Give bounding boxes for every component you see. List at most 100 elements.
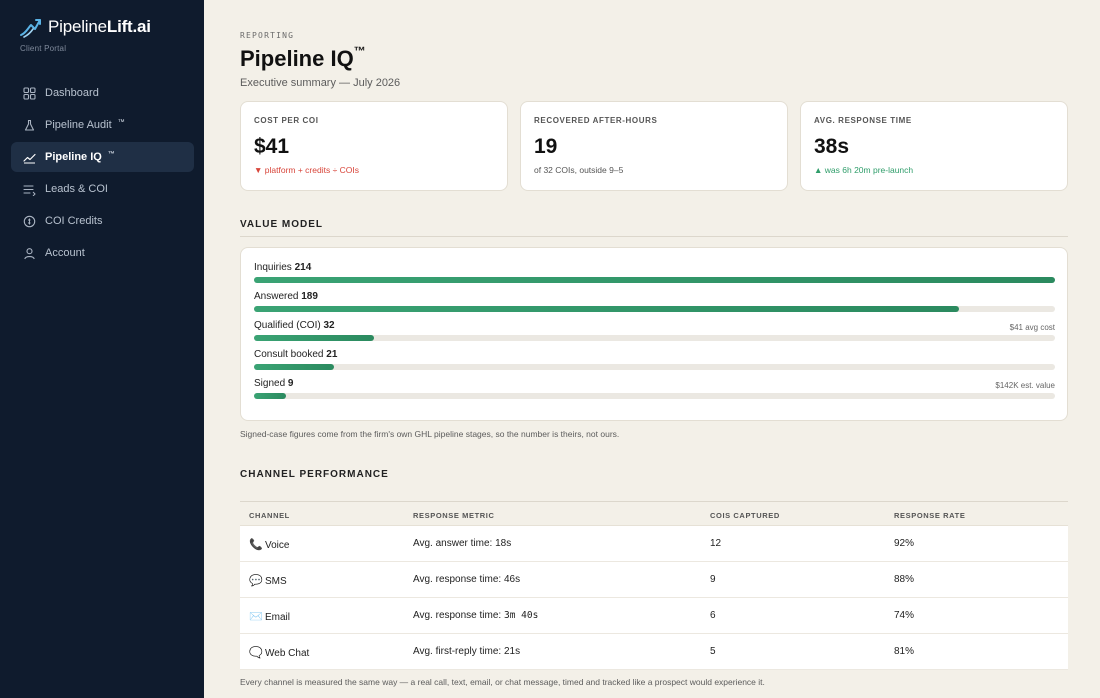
stage-bar-track <box>254 364 1055 370</box>
envelope-icon: ✉️ <box>249 611 263 623</box>
stage-label: Answered 189 <box>254 291 318 302</box>
metric-cell: Avg. response time: 46s <box>413 574 521 585</box>
stage-label: Inquiries 214 <box>254 262 312 273</box>
brand-name: PipelineLift.ai <box>48 17 151 36</box>
rate-cell: 88% <box>894 574 915 585</box>
kpi-value: 19 <box>534 135 558 158</box>
kpi-card-cost-per-coi: COST PER COI $41 ▼ platform + credits ÷ … <box>240 101 508 191</box>
column-header-channel: CHANNEL <box>249 511 290 520</box>
kpi-note: of 32 COIs, outside 9–5 <box>534 165 624 175</box>
funnel-stage-consult-booked: Consult booked 21 <box>254 349 1055 378</box>
table-row[interactable]: 💬 SMS Avg. response time: 46s 9 88% <box>240 562 1068 598</box>
stage-bar-track <box>254 393 1055 399</box>
kpi-row: COST PER COI $41 ▼ platform + credits ÷ … <box>240 101 1068 191</box>
stage-annotation: $41 avg cost <box>1009 323 1055 332</box>
flask-icon <box>22 118 36 132</box>
sidebar-item-label: Leads & COI <box>45 183 108 195</box>
sidebar-item-coi-credits[interactable]: COI Credits <box>11 206 194 236</box>
sidebar-item-dashboard[interactable]: Dashboard <box>11 78 194 108</box>
channel-cell: 💬 SMS <box>249 575 287 587</box>
stage-annotation: $142K est. value <box>995 381 1055 390</box>
captured-cell: 6 <box>710 610 716 621</box>
stage-label: Signed 9 <box>254 378 294 389</box>
channel-cell: ✉️ Email <box>249 611 291 623</box>
metric-cell: Avg. answer time: 18s <box>413 538 512 549</box>
sidebar-item-leads-coi[interactable]: Leads & COI <box>11 174 194 204</box>
stage-bar-fill <box>254 277 1055 283</box>
logo-icon <box>20 19 41 38</box>
kpi-card-avg-response-time: AVG. RESPONSE TIME 38s ▲ was 6h 20m pre-… <box>800 101 1068 191</box>
trend-icon <box>22 150 36 164</box>
page-subtitle: Executive summary — July 2026 <box>240 77 401 89</box>
channel-performance-heading: CHANNEL PERFORMANCE <box>240 469 389 480</box>
stage-label: Consult booked 21 <box>254 349 338 360</box>
stage-label: Qualified (COI) 32 <box>254 320 335 331</box>
stage-bar-fill <box>254 364 335 370</box>
funnel-stage-signed: Signed 9 $142K est. value <box>254 378 1055 407</box>
sidebar-item-pipeline-iq[interactable]: Pipeline IQ ™ <box>11 142 194 172</box>
rate-cell: 92% <box>894 538 915 549</box>
sidebar: PipelineLift.ai Client Portal Dashboard … <box>0 0 204 698</box>
column-header-response-rate: RESPONSE RATE <box>894 511 966 520</box>
sidebar-nav: Dashboard Pipeline Audit ™ Pipeline IQ ™… <box>11 78 194 270</box>
value-model-footnote: Signed-case figures come from the firm's… <box>240 429 620 439</box>
coin-icon <box>22 214 36 228</box>
channel-table: CHANNEL RESPONSE METRIC COIS CAPTURED RE… <box>240 501 1068 670</box>
chat-bubble-icon: 💬 <box>249 575 263 587</box>
kpi-note: ▼ platform + credits ÷ COIs <box>254 165 359 175</box>
kpi-label: AVG. RESPONSE TIME <box>814 116 912 125</box>
table-header: CHANNEL RESPONSE METRIC COIS CAPTURED RE… <box>240 501 1068 526</box>
stage-bar-fill <box>254 306 959 312</box>
grid-icon <box>22 86 36 100</box>
stage-bar-track <box>254 335 1055 341</box>
table-row[interactable]: 📞 Voice Avg. answer time: 18s 12 92% <box>240 526 1068 562</box>
divider <box>240 236 1068 237</box>
speech-bubble-icon: 🗨️ <box>249 647 263 659</box>
kpi-value: $41 <box>254 135 290 158</box>
kpi-card-recovered-after-hours: RECOVERED AFTER-HOURS 19 of 32 COIs, out… <box>520 101 788 191</box>
user-icon <box>22 246 36 260</box>
captured-cell: 9 <box>710 574 716 585</box>
brand-subtitle: Client Portal <box>20 44 67 53</box>
channel-cell: 🗨️ Web Chat <box>249 647 310 659</box>
table-row[interactable]: ✉️ Email Avg. response time: 3m 40s 6 74% <box>240 598 1068 634</box>
stage-bar-fill <box>254 393 287 399</box>
kpi-label: RECOVERED AFTER-HOURS <box>534 116 658 125</box>
column-header-response-metric: RESPONSE METRIC <box>413 511 495 520</box>
stage-bar-track <box>254 277 1055 283</box>
sidebar-item-label: Account <box>45 247 85 259</box>
metric-cell: Avg. response time: 3m 40s <box>413 610 539 621</box>
kpi-label: COST PER COI <box>254 116 319 125</box>
sidebar-item-label: Pipeline IQ <box>45 151 102 163</box>
stage-bar-fill <box>254 335 375 341</box>
stage-bar-track <box>254 306 1055 312</box>
column-header-cois-captured: COIS CAPTURED <box>710 511 780 520</box>
sidebar-item-pipeline-audit[interactable]: Pipeline Audit ™ <box>11 110 194 140</box>
table-row[interactable]: 🗨️ Web Chat Avg. first-reply time: 21s 5 … <box>240 634 1068 670</box>
trademark-mark: ™ <box>353 43 366 58</box>
sidebar-item-label: Pipeline Audit <box>45 119 112 131</box>
kpi-value: 38s <box>814 135 850 158</box>
sidebar-item-account[interactable]: Account <box>11 238 194 268</box>
captured-cell: 5 <box>710 646 716 657</box>
channel-footnote: Every channel is measured the same way —… <box>240 677 765 687</box>
funnel-stage-inquiries: Inquiries 214 <box>254 262 1055 291</box>
list-icon <box>22 182 36 196</box>
captured-cell: 12 <box>710 538 722 549</box>
page-title: Pipeline IQ™ <box>240 43 366 71</box>
brand[interactable]: PipelineLift.ai <box>19 16 151 38</box>
funnel-stage-answered: Answered 189 <box>254 291 1055 320</box>
trademark-badge: ™ <box>117 119 125 126</box>
trademark-badge: ™ <box>107 151 115 158</box>
rate-cell: 81% <box>894 646 915 657</box>
value-model-heading: VALUE MODEL <box>240 219 324 230</box>
sidebar-item-label: Dashboard <box>45 87 99 99</box>
value-model-card: Inquiries 214 Answered 189 Qualified (CO… <box>240 247 1068 421</box>
phone-icon: 📞 <box>249 539 263 551</box>
channel-cell: 📞 Voice <box>249 539 290 551</box>
metric-cell: Avg. first-reply time: 21s <box>413 646 521 657</box>
funnel-stage-qualified: Qualified (COI) 32 $41 avg cost <box>254 320 1055 349</box>
rate-cell: 74% <box>894 610 915 621</box>
page-eyebrow: REPORTING <box>240 31 295 40</box>
sidebar-item-label: COI Credits <box>45 215 103 227</box>
